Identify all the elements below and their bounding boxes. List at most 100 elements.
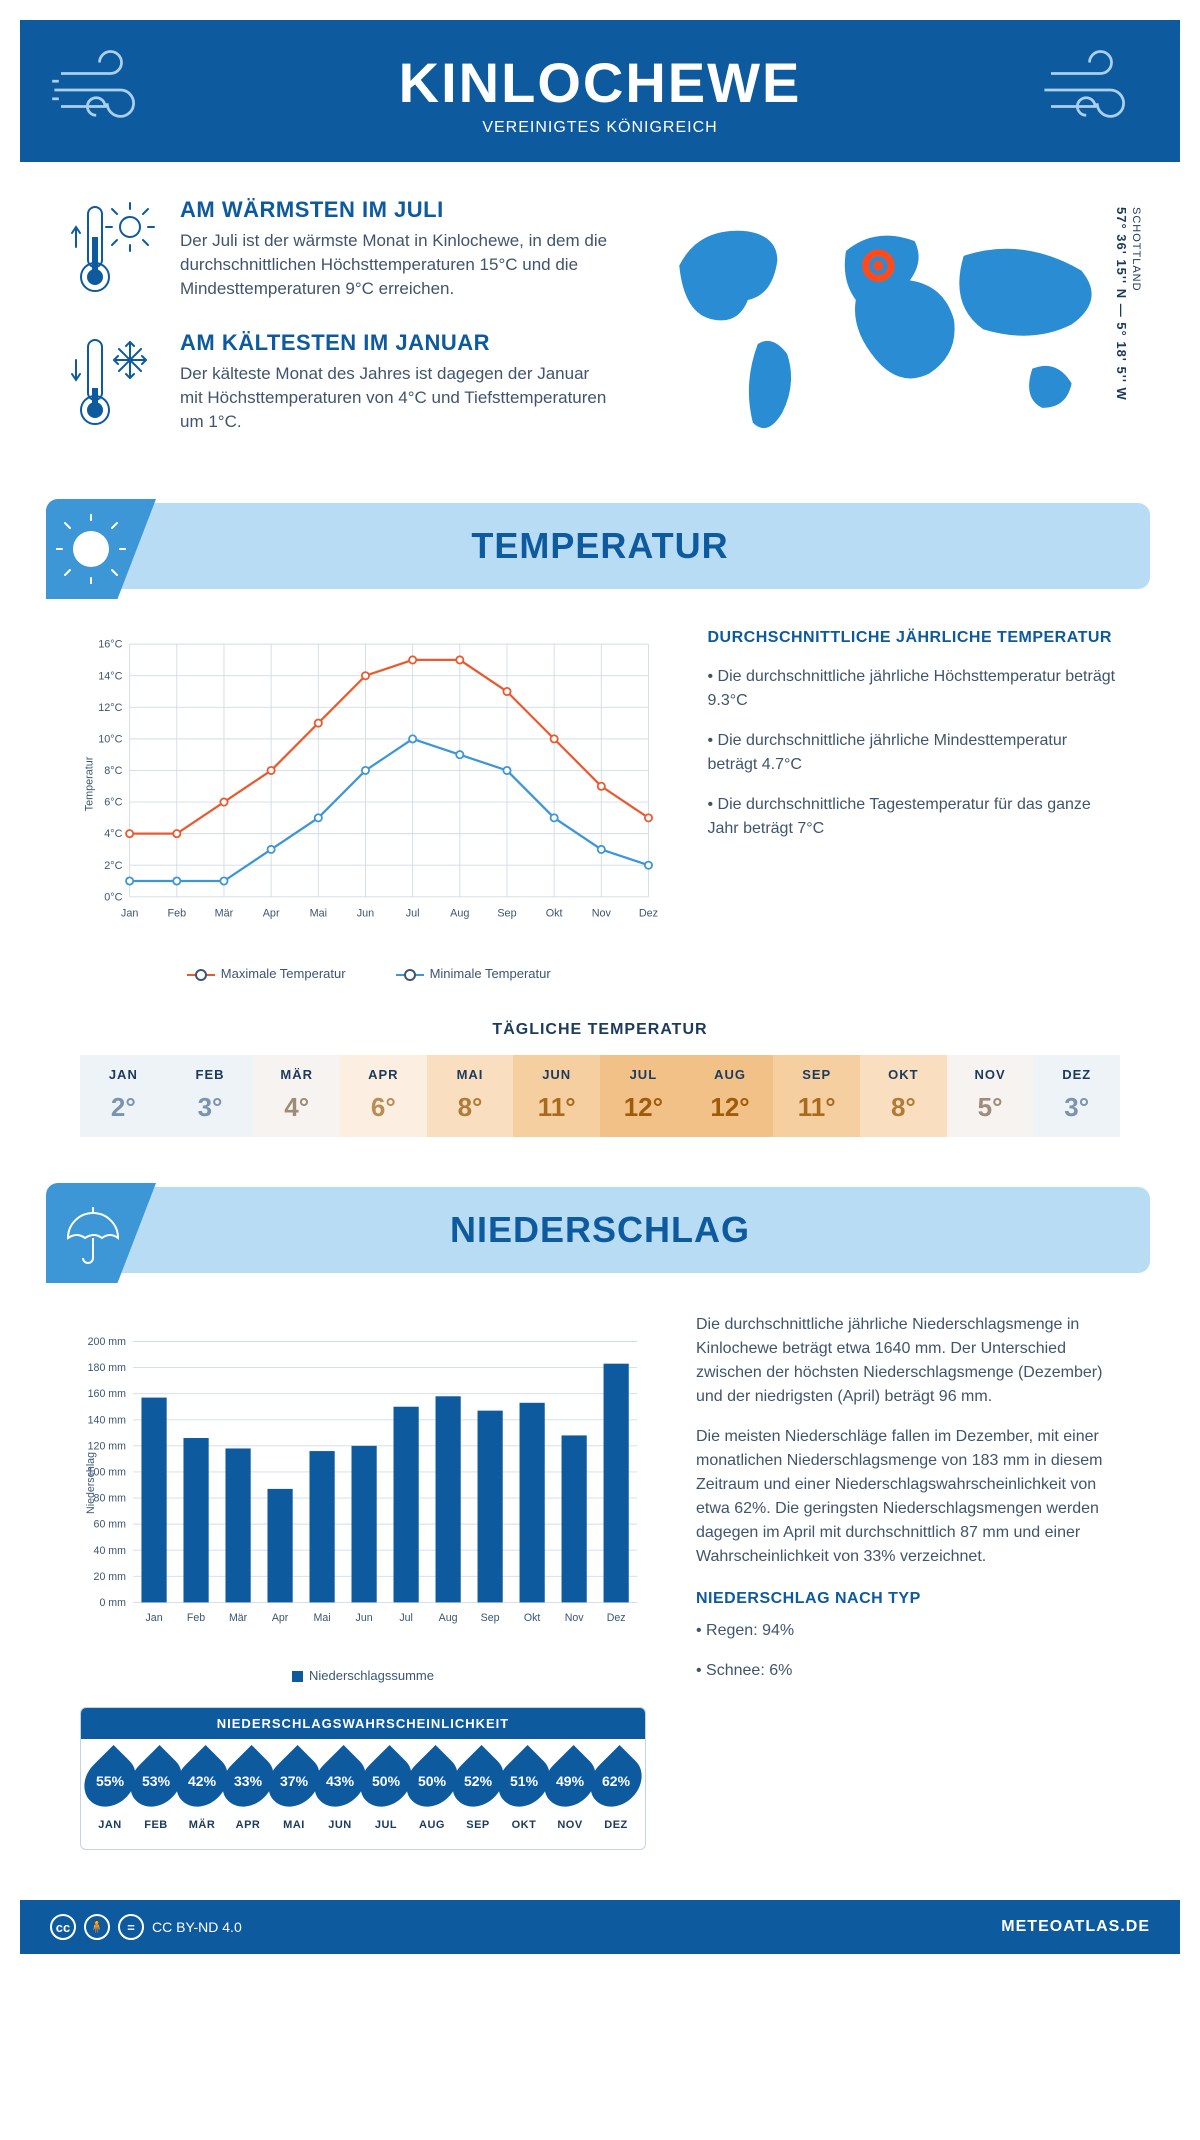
svg-text:2°C: 2°C xyxy=(104,860,122,872)
month-label: MÄR xyxy=(257,1067,336,1082)
svg-text:Mär: Mär xyxy=(215,908,234,920)
coordinates-label: SCHOTTLAND 57° 36' 15'' N — 5° 18' 5'' W xyxy=(1114,207,1144,401)
svg-text:0 mm: 0 mm xyxy=(99,1597,126,1609)
temp-value: 3° xyxy=(1037,1092,1116,1123)
month-label: AUG xyxy=(409,1819,454,1831)
prob-value: 33% xyxy=(234,1773,262,1789)
svg-text:180 mm: 180 mm xyxy=(88,1362,126,1374)
line-chart-legend: Maximale TemperaturMinimale Temperatur xyxy=(80,966,658,981)
temp-info-bullet: • Die durchschnittliche jährliche Mindes… xyxy=(708,729,1121,777)
month-label: SEP xyxy=(777,1067,856,1082)
prob-value: 51% xyxy=(510,1773,538,1789)
svg-text:Mär: Mär xyxy=(229,1612,248,1624)
sun-icon xyxy=(46,499,156,599)
daily-temp-section: TÄGLICHE TEMPERATUR JAN2°FEB3°MÄR4°APR6°… xyxy=(20,1001,1180,1167)
legend-item: Minimale Temperatur xyxy=(396,966,551,981)
brand-label: METEOATLAS.DE xyxy=(1001,1918,1150,1936)
temperature-heading: TEMPERATUR xyxy=(471,525,728,566)
by-icon: 🧍 xyxy=(84,1914,110,1940)
coldest-title: AM KÄLTESTEN IM JANUAR xyxy=(180,330,610,356)
month-label: NOV xyxy=(547,1819,592,1831)
temp-info-heading: DURCHSCHNITTLICHE JÄHRLICHE TEMPERATUR xyxy=(708,629,1121,647)
temp-cell: MÄR4° xyxy=(253,1055,340,1137)
temp-value: 11° xyxy=(777,1092,856,1123)
svg-text:Niederschlag: Niederschlag xyxy=(85,1452,97,1514)
wind-icon xyxy=(50,50,160,130)
month-label: APR xyxy=(225,1819,270,1831)
svg-text:Jan: Jan xyxy=(121,908,138,920)
svg-text:200 mm: 200 mm xyxy=(88,1336,126,1348)
temp-cell: JUN11° xyxy=(513,1055,600,1137)
month-label: OKT xyxy=(501,1819,546,1831)
license-label: CC BY-ND 4.0 xyxy=(152,1919,242,1935)
prob-value: 55% xyxy=(96,1773,124,1789)
svg-text:4°C: 4°C xyxy=(104,828,122,840)
probability-drop: 33% APR xyxy=(225,1753,270,1831)
region-label: SCHOTTLAND xyxy=(1130,207,1142,292)
svg-text:20 mm: 20 mm xyxy=(94,1571,127,1583)
probability-drop: 51% OKT xyxy=(501,1753,546,1831)
temperature-line-chart: 0°C2°C4°C6°C8°C10°C12°C14°C16°CJanFebMär… xyxy=(80,619,658,981)
month-label: FEB xyxy=(133,1819,178,1831)
svg-text:40 mm: 40 mm xyxy=(94,1545,127,1557)
license-block: cc 🧍 = CC BY-ND 4.0 xyxy=(50,1914,242,1940)
warmest-desc: Der Juli ist der wärmste Monat in Kinloc… xyxy=(180,229,610,300)
probability-drop: 62%DEZ xyxy=(593,1753,638,1831)
month-label: AUG xyxy=(691,1067,770,1082)
prob-value: 62% xyxy=(602,1773,630,1789)
page-frame: KINLOCHEWE VEREINIGTES KÖNIGREICH AM WÄR… xyxy=(0,0,1200,1974)
location-title: KINLOCHEWE xyxy=(40,50,1160,115)
precip-probability-box: NIEDERSCHLAGSWAHRSCHEINLICHKEIT 55%JAN53… xyxy=(80,1707,646,1850)
svg-text:Okt: Okt xyxy=(546,908,563,920)
svg-text:160 mm: 160 mm xyxy=(88,1388,126,1400)
svg-text:Jun: Jun xyxy=(357,908,374,920)
thermometer-sun-icon xyxy=(70,197,160,302)
month-label: MÄR xyxy=(179,1819,224,1831)
warmest-block: AM WÄRMSTEN IM JULI Der Juli ist der wär… xyxy=(70,197,610,302)
temp-cell: FEB3° xyxy=(167,1055,254,1137)
svg-text:14°C: 14°C xyxy=(98,670,122,682)
thermometer-snow-icon xyxy=(70,330,160,435)
svg-text:Mai: Mai xyxy=(314,1612,331,1624)
temp-cell: AUG12° xyxy=(687,1055,774,1137)
world-map-icon xyxy=(640,197,1130,457)
month-label: JUN xyxy=(517,1067,596,1082)
svg-text:Dez: Dez xyxy=(607,1612,626,1624)
svg-text:Apr: Apr xyxy=(263,908,280,920)
temp-value: 8° xyxy=(431,1092,510,1123)
temp-info-bullet: • Die durchschnittliche Tagestemperatur … xyxy=(708,793,1121,841)
temp-cell: NOV5° xyxy=(947,1055,1034,1137)
prob-value: 52% xyxy=(464,1773,492,1789)
coldest-block: AM KÄLTESTEN IM JANUAR Der kälteste Mona… xyxy=(70,330,610,435)
precipitation-text: Die durchschnittliche jährliche Niedersc… xyxy=(696,1313,1120,1850)
month-label: FEB xyxy=(171,1067,250,1082)
svg-text:Aug: Aug xyxy=(450,908,469,920)
svg-text:16°C: 16°C xyxy=(98,639,122,651)
temp-cell: APR6° xyxy=(340,1055,427,1137)
probability-drop: 43%JUN xyxy=(317,1753,362,1831)
temp-cell: JAN2° xyxy=(80,1055,167,1137)
month-label: JUL xyxy=(363,1819,408,1831)
precip-para: Die meisten Niederschläge fallen im Deze… xyxy=(696,1425,1120,1569)
prob-value: 50% xyxy=(418,1773,446,1789)
temp-cell: SEP 11° xyxy=(773,1055,860,1137)
prob-value: 49% xyxy=(556,1773,584,1789)
precipitation-body: 0 mm20 mm40 mm60 mm80 mm100 mm120 mm140 … xyxy=(20,1303,1180,1880)
svg-text:Aug: Aug xyxy=(439,1612,458,1624)
probability-drop: 55%JAN xyxy=(87,1753,132,1831)
svg-text:Okt: Okt xyxy=(524,1612,541,1624)
svg-text:Feb: Feb xyxy=(167,908,186,920)
month-label: JAN xyxy=(84,1067,163,1082)
svg-text:Apr: Apr xyxy=(272,1612,289,1624)
svg-text:Jun: Jun xyxy=(356,1612,373,1624)
svg-text:Nov: Nov xyxy=(565,1612,585,1624)
month-label: NOV xyxy=(951,1067,1030,1082)
svg-text:140 mm: 140 mm xyxy=(88,1414,126,1426)
temp-cell: JUL12° xyxy=(600,1055,687,1137)
temperature-body: 0°C2°C4°C6°C8°C10°C12°C14°C16°CJanFebMär… xyxy=(20,619,1180,1001)
precip-type-bullet: • Schnee: 6% xyxy=(696,1659,1120,1683)
temp-cell: MAI8° xyxy=(427,1055,514,1137)
precip-type-heading: NIEDERSCHLAG NACH TYP xyxy=(696,1587,1120,1611)
svg-text:10°C: 10°C xyxy=(98,733,122,745)
svg-text:Sep: Sep xyxy=(481,1612,500,1624)
